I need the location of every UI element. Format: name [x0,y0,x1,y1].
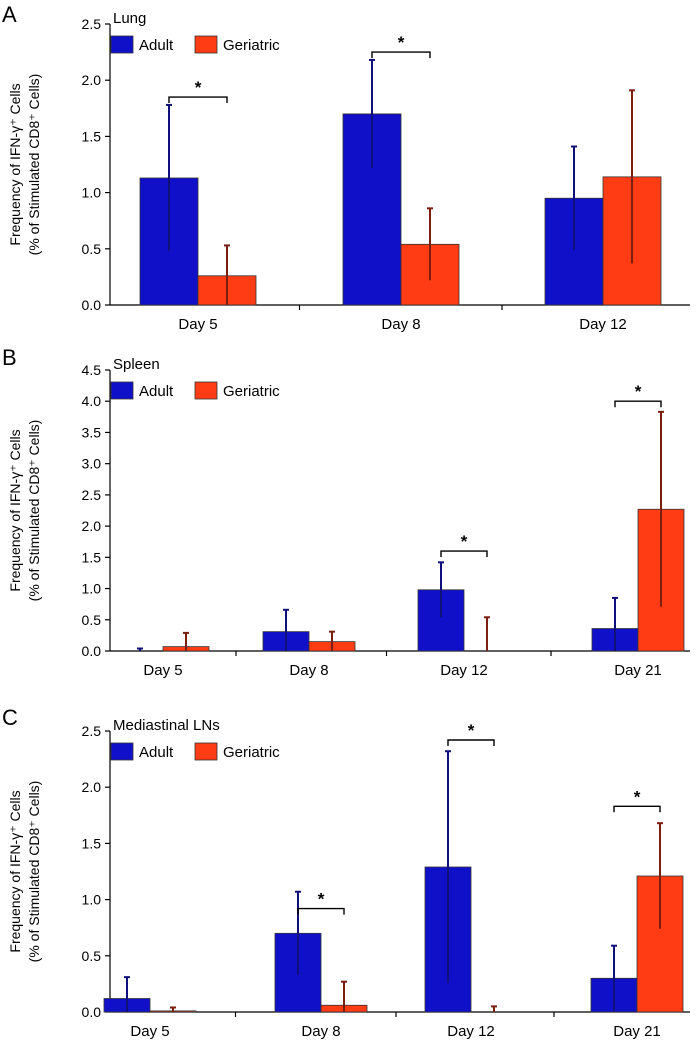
y-tick-label: 1.0 [82,185,102,201]
panel-title: Lung [113,10,146,27]
y-tick-label: 0.5 [82,612,102,628]
y-tick-label: 1.5 [82,549,102,565]
x-tick-label: Day 5 [178,316,217,333]
y-tick-label: 1.5 [82,128,102,144]
x-tick-label: Day 12 [579,316,627,333]
y-tick-label: 2.5 [82,723,102,739]
y-axis-label-line1: Frequency of IFN-γ⁺ Cells [7,429,23,591]
y-tick-label: 0.0 [82,643,102,659]
x-tick-label: Day 8 [289,662,328,679]
x-tick-label: Day 12 [447,1023,495,1039]
significance-bracket: * [371,33,431,59]
x-tick-label: Day 12 [440,662,488,679]
significance-bracket: * [168,78,228,104]
legend-swatch-geriatric [194,381,218,400]
significance-bracket: * [613,787,661,813]
significance-star: * [461,532,468,551]
significance-line [613,805,661,813]
panel-c: C Mediastinal LNs Frequency of IFN-γ⁺ Cell… [2,705,690,1040]
panel-letter: A [2,2,17,27]
y-axis-label-line1: Frequency of IFN-γ⁺ Cells [7,790,23,952]
y-axis-label-line2: (% of Stimulated CD8⁺ Cells) [26,74,42,256]
x-tick-label: Day 21 [614,662,662,679]
significance-star: * [318,890,325,909]
legend-label-geriatric: Geriatric [223,383,280,400]
legend-swatch-geriatric [194,35,218,54]
significance-star: * [398,33,405,52]
legend-swatch-geriatric [194,742,218,761]
significance-bracket: * [447,721,495,746]
x-tick-label: Day 8 [301,1023,340,1039]
significance-line [614,400,662,408]
legend-label-adult: Adult [139,744,174,761]
legend-label-geriatric: Geriatric [223,37,280,54]
significance-line [371,51,431,59]
y-axis-label-line2: (% of Stimulated CD8⁺ Cells) [26,420,42,602]
panel-letter: B [2,345,17,370]
panel-b: B Spleen Frequency of IFN-γ⁺ Cells (% of St… [2,345,690,679]
panel-title: Spleen [113,356,160,373]
y-tick-label: 2.5 [82,16,102,32]
significance-star: * [635,382,642,401]
legend-swatch-adult [110,381,134,400]
significance-line [447,739,495,746]
significance-bracket: * [297,890,345,915]
y-tick-label: 0.0 [82,297,102,313]
y-tick-label: 1.0 [82,581,102,597]
x-tick-label: Day 5 [143,662,182,679]
panel-letter: C [2,705,18,730]
y-tick-label: 0.5 [82,948,102,964]
legend-swatch-adult [110,742,134,761]
significance-star: * [195,78,202,97]
significance-star: * [634,787,641,806]
significance-bracket: * [614,382,662,408]
significance-star: * [468,721,475,740]
y-tick-label: 0.5 [82,241,102,257]
panel-a: A Lung Frequency of IFN-γ⁺ Cells (% of Stim… [2,2,690,333]
y-tick-label: 0.0 [82,1004,102,1020]
significance-line [440,550,488,558]
y-tick-label: 3.5 [82,424,102,440]
y-tick-label: 4.5 [82,362,102,378]
y-axis-label-line2: (% of Stimulated CD8⁺ Cells) [26,781,42,963]
legend-label-adult: Adult [139,37,174,54]
significance-bracket: * [440,532,488,558]
y-tick-label: 2.0 [82,72,102,88]
significance-line [297,907,345,915]
legend-swatch-adult [110,35,134,54]
significance-line [168,96,228,104]
y-tick-label: 3.0 [82,456,102,472]
legend-label-geriatric: Geriatric [223,744,280,761]
x-tick-label: Day 8 [381,316,420,333]
y-tick-label: 1.5 [82,835,102,851]
x-tick-label: Day 21 [613,1023,661,1039]
y-axis-label-line1: Frequency of IFN-γ⁺ Cells [7,83,23,245]
y-tick-label: 2.5 [82,487,102,503]
y-tick-label: 1.0 [82,892,102,908]
x-tick-label: Day 5 [130,1023,169,1039]
y-tick-label: 4.0 [82,393,102,409]
panel-title: Mediastinal LNs [113,717,220,734]
legend-label-adult: Adult [139,383,174,400]
y-tick-label: 2.0 [82,779,102,795]
y-tick-label: 2.0 [82,518,102,534]
